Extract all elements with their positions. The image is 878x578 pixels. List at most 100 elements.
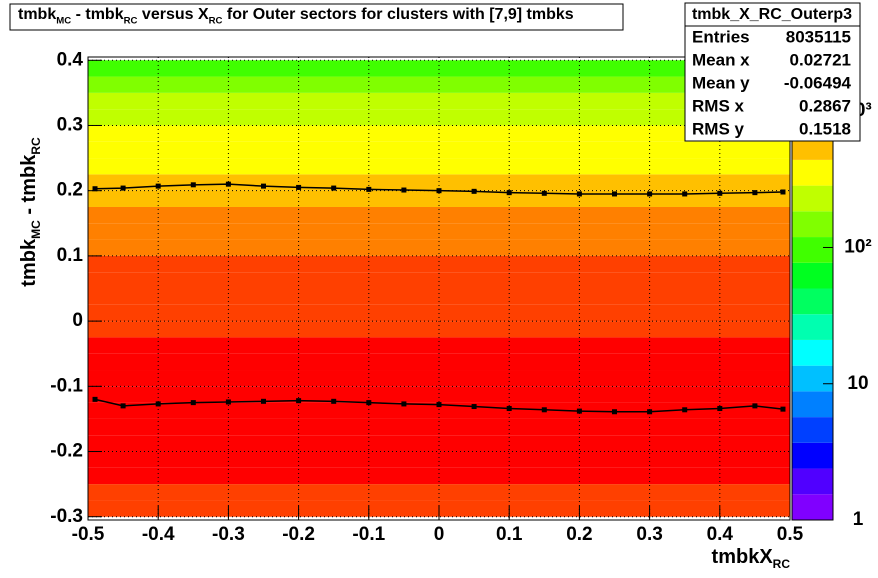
x-axis-label-subscript: RC <box>773 557 791 571</box>
palette-cell <box>792 442 833 469</box>
profile-point <box>717 405 723 411</box>
heatmap-cell <box>88 60 790 77</box>
profile-point <box>261 398 266 404</box>
profile-point <box>120 403 126 409</box>
title-box <box>9 3 624 31</box>
stats-label: RMS x <box>692 96 745 115</box>
profile-point <box>401 401 407 407</box>
heatmap-cell <box>88 158 790 175</box>
profile-point <box>576 408 582 414</box>
profile-point <box>155 183 161 189</box>
stats-label: Mean y <box>692 73 750 92</box>
y-tick-label: 0.2 <box>57 180 83 201</box>
stats-title: tmbk_X_RC_Outerp3 <box>692 6 852 23</box>
heatmap-cell <box>88 288 790 305</box>
heatmap-cell <box>88 418 790 436</box>
profile-point <box>190 182 196 188</box>
y-axis-label-subscript: MC <box>29 220 43 239</box>
profile-point <box>401 187 407 193</box>
profile-point <box>225 399 231 405</box>
profile-point <box>296 398 302 404</box>
heatmap-cell <box>88 402 790 419</box>
heatmap-cell <box>88 255 790 273</box>
profile-point <box>190 400 196 406</box>
profile-point <box>541 190 547 196</box>
palette-cell <box>792 468 833 495</box>
y-tick-label: 0 <box>72 310 83 331</box>
profile-point <box>780 189 786 195</box>
z-tick-label: 10² <box>844 236 871 257</box>
profile-point <box>155 401 161 407</box>
x-tick-label: -0.2 <box>282 524 315 545</box>
heatmap-cell <box>88 76 790 93</box>
stats-value: 0.1518 <box>799 119 851 138</box>
profile-point <box>92 186 98 192</box>
x-tick-label: -0.3 <box>212 524 245 545</box>
chart-title: tmbkMC - tmbkRC versus XRC for Outer sec… <box>18 6 574 26</box>
heatmap-cell <box>88 467 790 485</box>
x-tick-label: -0.1 <box>352 524 385 545</box>
chart-title-subscript: MC <box>56 15 71 26</box>
z-tick-label: 1 <box>853 509 864 530</box>
chart-title-part: tmbk <box>18 6 56 23</box>
palette-cell <box>792 185 833 212</box>
palette-cell <box>792 159 833 186</box>
palette-cell <box>792 314 833 340</box>
profile-point <box>92 396 98 402</box>
y-tick-label: 0.3 <box>57 114 83 135</box>
x-tick-label: 0.1 <box>496 524 523 545</box>
chart-title-part: versus X <box>137 6 208 23</box>
stats-label: Mean x <box>692 50 750 69</box>
chart-title-part: for Outer sectors for clusters with [7,9… <box>222 6 573 23</box>
chart-title-subscript: RC <box>209 15 223 26</box>
profile-point <box>612 191 617 197</box>
stats-value: 0.2867 <box>799 96 851 115</box>
profile-point <box>506 405 512 411</box>
stats-label: Entries <box>692 27 750 46</box>
stats-value: 8035115 <box>786 27 851 46</box>
profile-point <box>296 184 302 190</box>
x-tick-label: 0.4 <box>707 524 734 545</box>
profile-point <box>647 191 653 197</box>
y-tick-label: 0.1 <box>57 245 84 266</box>
y-axis-label: tmbkMC - tmbkRC <box>18 137 43 287</box>
profile-point <box>576 191 582 197</box>
x-tick-label: 0 <box>434 524 445 545</box>
y-axis-label-part: - tmbk <box>18 154 40 220</box>
profile-point <box>471 188 477 194</box>
profile-point <box>120 185 126 191</box>
palette-cell <box>792 211 833 238</box>
profile-point <box>780 406 786 412</box>
y-tick-label: -0.1 <box>50 375 83 396</box>
profile-point <box>225 181 231 187</box>
y-tick-label: -0.3 <box>50 506 83 527</box>
heatmap-cell <box>88 223 790 240</box>
profile-point <box>366 400 372 406</box>
x-tick-label: 0.2 <box>566 524 592 545</box>
chart-title-subscript: RC <box>124 15 138 26</box>
profile-point <box>752 403 758 409</box>
palette-cell <box>792 391 833 418</box>
stats-label: RMS y <box>692 119 745 138</box>
y-tick-label: -0.2 <box>50 441 83 462</box>
heatmap-cell <box>88 272 790 289</box>
heatmap-cell <box>88 206 790 224</box>
profile-point <box>506 190 512 196</box>
x-tick-label: -0.4 <box>142 524 175 545</box>
heatmap-cell <box>88 304 790 322</box>
profile-point <box>647 409 653 415</box>
profile-point <box>717 190 723 196</box>
palette-cell <box>792 494 833 520</box>
stats-value: 0.02721 <box>790 50 851 69</box>
heatmap-cell <box>88 386 790 403</box>
palette-cell <box>792 262 833 289</box>
y-axis-label-subscript: RC <box>29 137 43 155</box>
y-axis-label-part: tmbk <box>18 238 40 287</box>
palette-cell <box>792 417 833 443</box>
chart-title-part: - tmbk <box>71 6 124 23</box>
profile-point <box>612 409 617 415</box>
profile-point <box>331 398 337 404</box>
x-tick-label: 0.5 <box>777 524 804 545</box>
x-axis-label-part: tmbkX <box>712 546 774 568</box>
